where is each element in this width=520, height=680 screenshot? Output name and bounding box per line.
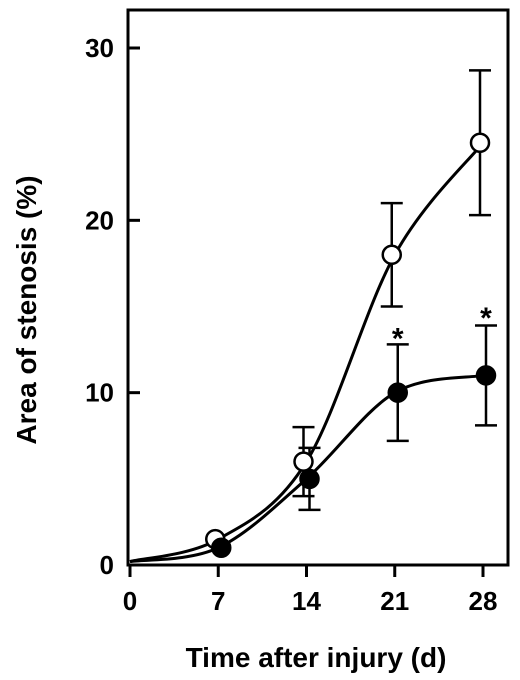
error-bars-layer (292, 69, 497, 512)
plot-border (126, 8, 510, 567)
data-point-filled (387, 382, 408, 403)
data-point-open (469, 132, 491, 154)
plot-frame-layer (126, 8, 510, 567)
significance-asterisk: * (480, 302, 492, 335)
data-point-open (293, 451, 314, 472)
axes-layer: 0 10 20 30 0 7 14 21 28 (85, 33, 497, 616)
data-points-layer (205, 132, 497, 559)
y-axis-title: Area of stenosis (%) (11, 175, 42, 444)
x-tick-label: 7 (211, 586, 225, 616)
data-point-filled (211, 537, 232, 559)
x-tick-label: 28 (469, 586, 498, 616)
x-tick-label: 21 (380, 586, 409, 616)
data-point-filled (299, 468, 320, 490)
x-tick-label: 14 (292, 586, 321, 616)
data-point-open (381, 244, 402, 266)
y-tick-label: 0 (100, 550, 114, 580)
labels-layer: ** (392, 302, 492, 356)
x-tick-label: 0 (123, 586, 137, 616)
significance-asterisk: * (392, 323, 404, 356)
x-axis-title: Time after injury (d) (186, 642, 447, 673)
series-line-open (129, 141, 485, 564)
y-tick-label: 20 (85, 205, 114, 235)
series-lines-layer (129, 141, 485, 564)
data-point-filled (475, 365, 497, 386)
y-tick-label: 10 (85, 378, 114, 408)
y-tick-label: 30 (85, 33, 114, 63)
